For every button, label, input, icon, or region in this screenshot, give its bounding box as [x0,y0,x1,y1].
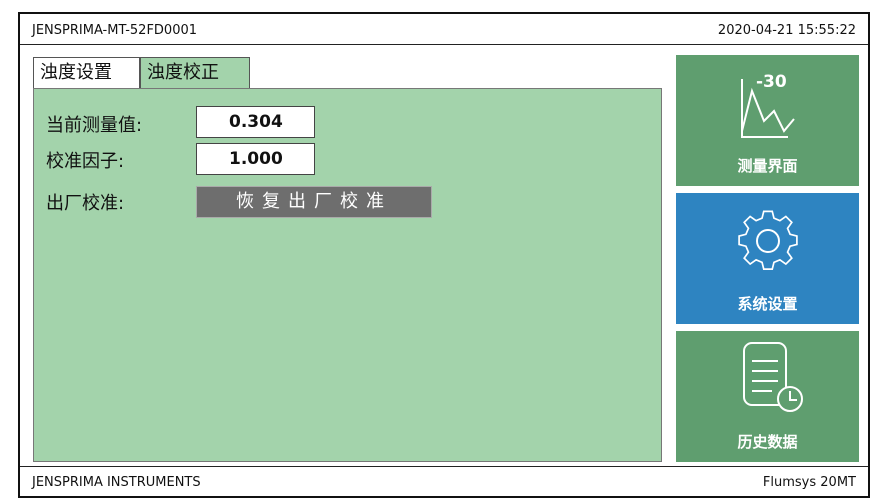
footer-brand: JENSPRIMA INSTRUMENTS [32,475,201,490]
measure-icon: -30 [741,72,795,138]
value-field[interactable]: 0.304 [196,106,315,138]
nav-button[interactable]: 系统设置 [676,193,859,324]
header-divider [20,44,868,45]
value-field[interactable]: 1.000 [196,143,315,175]
nav-label: 测量界面 [737,157,798,175]
footer-divider [20,466,868,467]
device-id: JENSPRIMA-MT-52FD0001 [32,23,198,38]
field-label: 校准因子: [46,151,125,172]
icon-curve [741,87,795,133]
field-label: 当前测量值: [46,115,143,136]
footer-model: Flumsys 20MT [762,475,856,490]
field-label: 出厂校准: [46,193,125,214]
factory-reset-button[interactable]: 恢复出厂校准 [196,186,432,218]
icon-text: -30 [756,72,787,92]
icon-axes [741,79,788,138]
nav-button[interactable]: -30 测量界面 [676,55,859,186]
gear-icon [738,210,798,271]
history-icon [743,342,803,412]
nav-label: 历史数据 [737,433,798,451]
panel [33,88,662,462]
tab-active[interactable]: 浊度校正 [140,57,250,89]
tab[interactable]: 浊度设置 [33,57,140,89]
nav-button[interactable]: 历史数据 [676,331,859,462]
nav-label: 系统设置 [737,295,798,313]
datetime: 2020-04-21 15:55:22 [717,23,856,38]
